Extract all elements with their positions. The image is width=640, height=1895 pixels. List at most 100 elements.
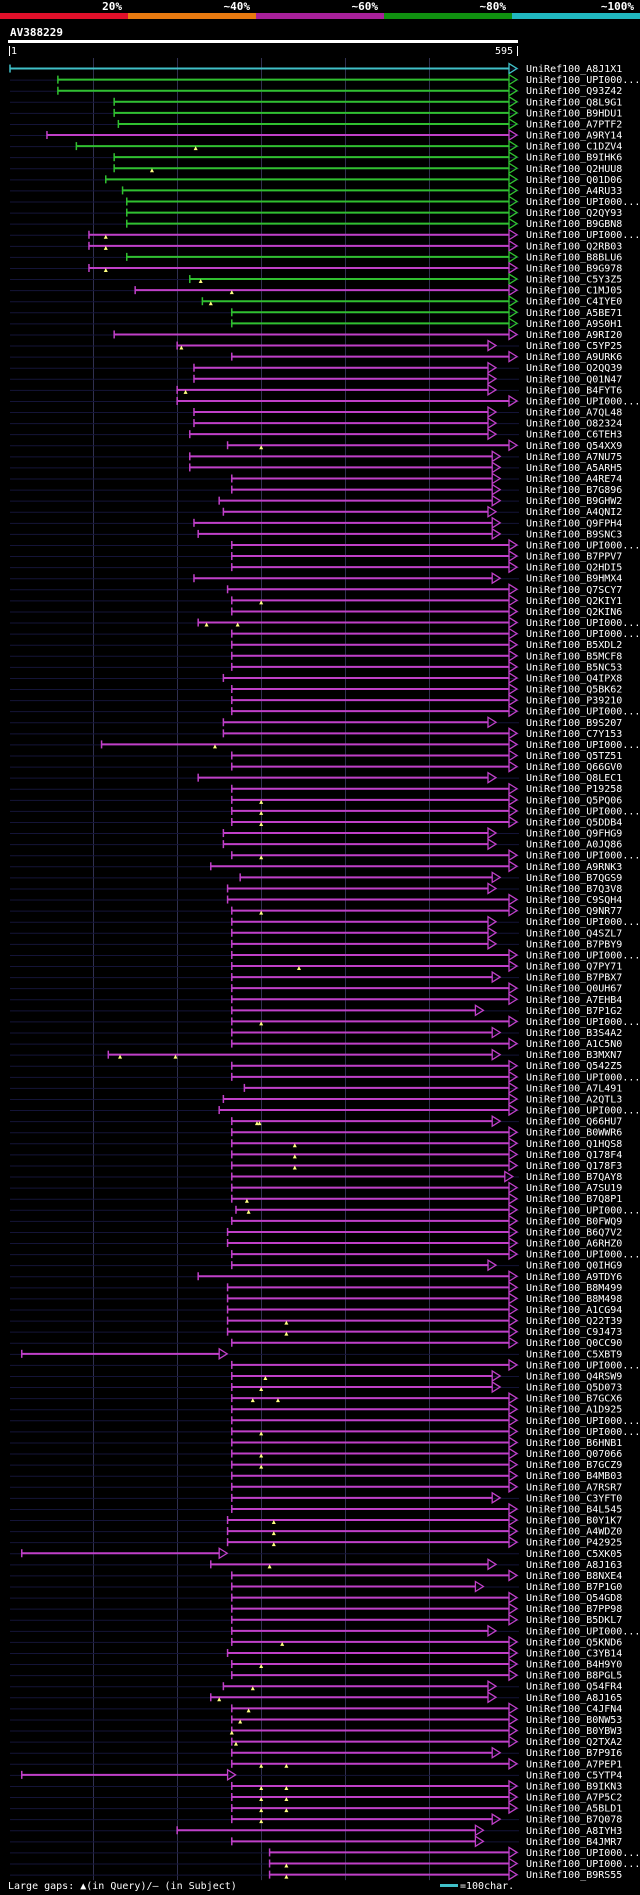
hit-row: UniRef100_A7QL48 xyxy=(10,405,622,419)
hit-label: UniRef100_B0YBW3 xyxy=(526,1726,622,1737)
query-gap-marker xyxy=(284,1808,289,1813)
hit-end-arrow xyxy=(508,283,519,297)
hit-end-arrow xyxy=(508,1613,519,1626)
query-gap-marker xyxy=(103,234,108,239)
hit-end-arrow xyxy=(491,450,502,463)
hit-row: UniRef100_Q5DDB4 xyxy=(10,815,622,828)
hit-label: UniRef100_UPI000... xyxy=(526,1250,640,1261)
hit-end-arrow xyxy=(218,1547,229,1560)
query-gap-marker xyxy=(259,855,264,860)
hit-label: UniRef100_Q01D06 xyxy=(526,175,622,186)
hit-label: UniRef100_O82324 xyxy=(526,419,622,430)
hit-label: UniRef100_A7PTF2 xyxy=(526,119,622,130)
hit-label: UniRef100_UPI000... xyxy=(526,1205,640,1216)
hit-end-arrow xyxy=(508,638,519,651)
query-gap-marker xyxy=(235,622,240,627)
hit-label: UniRef100_A9RI20 xyxy=(526,330,622,341)
hit-row: UniRef100_UPI000... xyxy=(10,228,640,241)
hit-row: UniRef100_A8J165 xyxy=(10,1691,622,1704)
hit-label: UniRef100_A8IYH3 xyxy=(526,1826,622,1837)
hit-label: UniRef100_UPI000... xyxy=(526,806,640,817)
hit-label: UniRef100_C7Y153 xyxy=(526,729,622,740)
query-gap-marker xyxy=(267,1564,272,1569)
hit-row: UniRef100_B9HMX4 xyxy=(10,572,622,585)
hit-row: UniRef100_A8J1X1 xyxy=(9,62,622,75)
query-gap-marker xyxy=(292,1143,297,1148)
hit-end-arrow xyxy=(508,1425,519,1438)
hit-end-arrow xyxy=(508,727,519,740)
hit-row: UniRef100_Q2KIY1 xyxy=(10,594,622,607)
hit-label: UniRef100_B4MB03 xyxy=(526,1471,622,1482)
query-name: AV388229 xyxy=(10,26,63,39)
hit-label: UniRef100_UPI000... xyxy=(526,1017,640,1028)
scale-label: 20% xyxy=(102,0,122,13)
hit-label: UniRef100_UPI000... xyxy=(526,540,640,551)
hit-row: UniRef100_B3S4A2 xyxy=(10,1026,622,1039)
hit-row: UniRef100_Q178F4 xyxy=(10,1148,622,1161)
hit-row: UniRef100_B4MB03 xyxy=(10,1469,622,1482)
hit-end-arrow xyxy=(508,1203,519,1216)
scale-label: ~40% xyxy=(224,0,251,13)
hit-row: UniRef100_C9J473 xyxy=(10,1325,622,1338)
hit-row: UniRef100_Q2QQ39 xyxy=(10,361,622,374)
query-gap-marker xyxy=(204,622,209,627)
hit-end-arrow xyxy=(508,95,519,108)
hit-label: UniRef100_C5Y3Z5 xyxy=(526,275,622,286)
hit-row: UniRef100_Q2HDI5 xyxy=(10,560,622,574)
hit-row: UniRef100_A7PTF2 xyxy=(10,117,622,130)
scale-legend-text: =100char. xyxy=(460,1881,514,1892)
query-gap-marker xyxy=(259,1797,264,1802)
hit-label: UniRef100_B9IKN3 xyxy=(526,1781,622,1792)
hit-end-arrow xyxy=(508,849,519,862)
hit-label: UniRef100_Q2QY93 xyxy=(526,208,622,219)
hit-rows: UniRef100_A8J1X1UniRef100_UPI000...UniRe… xyxy=(9,62,640,1881)
query-gap-marker xyxy=(103,267,108,272)
hit-label: UniRef100_UPI000... xyxy=(526,75,640,86)
hit-end-arrow xyxy=(508,1336,519,1349)
query-gap-marker xyxy=(259,1464,264,1469)
hit-row: UniRef100_B8M499 xyxy=(10,1281,622,1294)
query-gap-marker xyxy=(284,1331,289,1336)
hit-end-arrow xyxy=(508,1569,519,1582)
hit-label: UniRef100_C9J473 xyxy=(526,1327,622,1338)
query-gap-marker xyxy=(183,389,188,394)
hit-end-arrow xyxy=(508,1225,519,1239)
query-gap-marker xyxy=(259,445,264,450)
hit-row: UniRef100_A1CG94 xyxy=(10,1303,622,1316)
hit-row: UniRef100_Q8L9G1 xyxy=(10,95,622,108)
hit-end-arrow xyxy=(487,837,498,851)
hit-label: UniRef100_B7P1G2 xyxy=(526,1006,622,1017)
hit-end-arrow xyxy=(508,1247,519,1261)
hit-row: UniRef100_Q66GV0 xyxy=(10,760,622,773)
hit-end-arrow xyxy=(491,1026,502,1039)
hit-label: UniRef100_B4H9Y0 xyxy=(526,1660,622,1671)
query-gap-marker xyxy=(238,1719,243,1724)
hit-end-arrow xyxy=(508,1314,519,1327)
hit-label: UniRef100_C5XK05 xyxy=(526,1549,622,1560)
scale-segment xyxy=(0,13,129,19)
hit-label: UniRef100_A7QL48 xyxy=(526,408,622,419)
hit-label: UniRef100_Q8LEC1 xyxy=(526,773,622,784)
hit-row: UniRef100_B4FYT6 xyxy=(10,383,622,396)
hit-row: UniRef100_Q2HUU8 xyxy=(10,162,622,175)
query-gap-marker xyxy=(284,1763,289,1768)
hit-end-arrow xyxy=(508,1325,519,1338)
hit-end-arrow xyxy=(487,405,498,419)
hit-end-arrow xyxy=(508,738,519,751)
query-gap-marker xyxy=(233,1741,238,1746)
hit-label: UniRef100_Q0IHG9 xyxy=(526,1261,622,1272)
hit-label: UniRef100_Q4SZL7 xyxy=(526,928,622,939)
query-gap-marker xyxy=(179,345,184,350)
query-header: AV388229 1 595 xyxy=(8,26,518,57)
hit-label: UniRef100_UPI000... xyxy=(526,917,640,928)
hit-end-arrow xyxy=(508,1779,519,1793)
hit-label: UniRef100_Q07066 xyxy=(526,1449,622,1460)
hit-end-arrow xyxy=(226,1768,237,1782)
hit-row: UniRef100_Q54FR4 xyxy=(10,1680,622,1693)
hit-end-arrow xyxy=(508,1469,519,1482)
hit-label: UniRef100_B9HDU1 xyxy=(526,108,622,119)
hit-label: UniRef100_Q542Z5 xyxy=(526,1061,622,1072)
hit-end-arrow xyxy=(508,583,519,596)
hit-end-arrow xyxy=(508,261,519,275)
hit-label: UniRef100_C6TEH3 xyxy=(526,430,622,441)
